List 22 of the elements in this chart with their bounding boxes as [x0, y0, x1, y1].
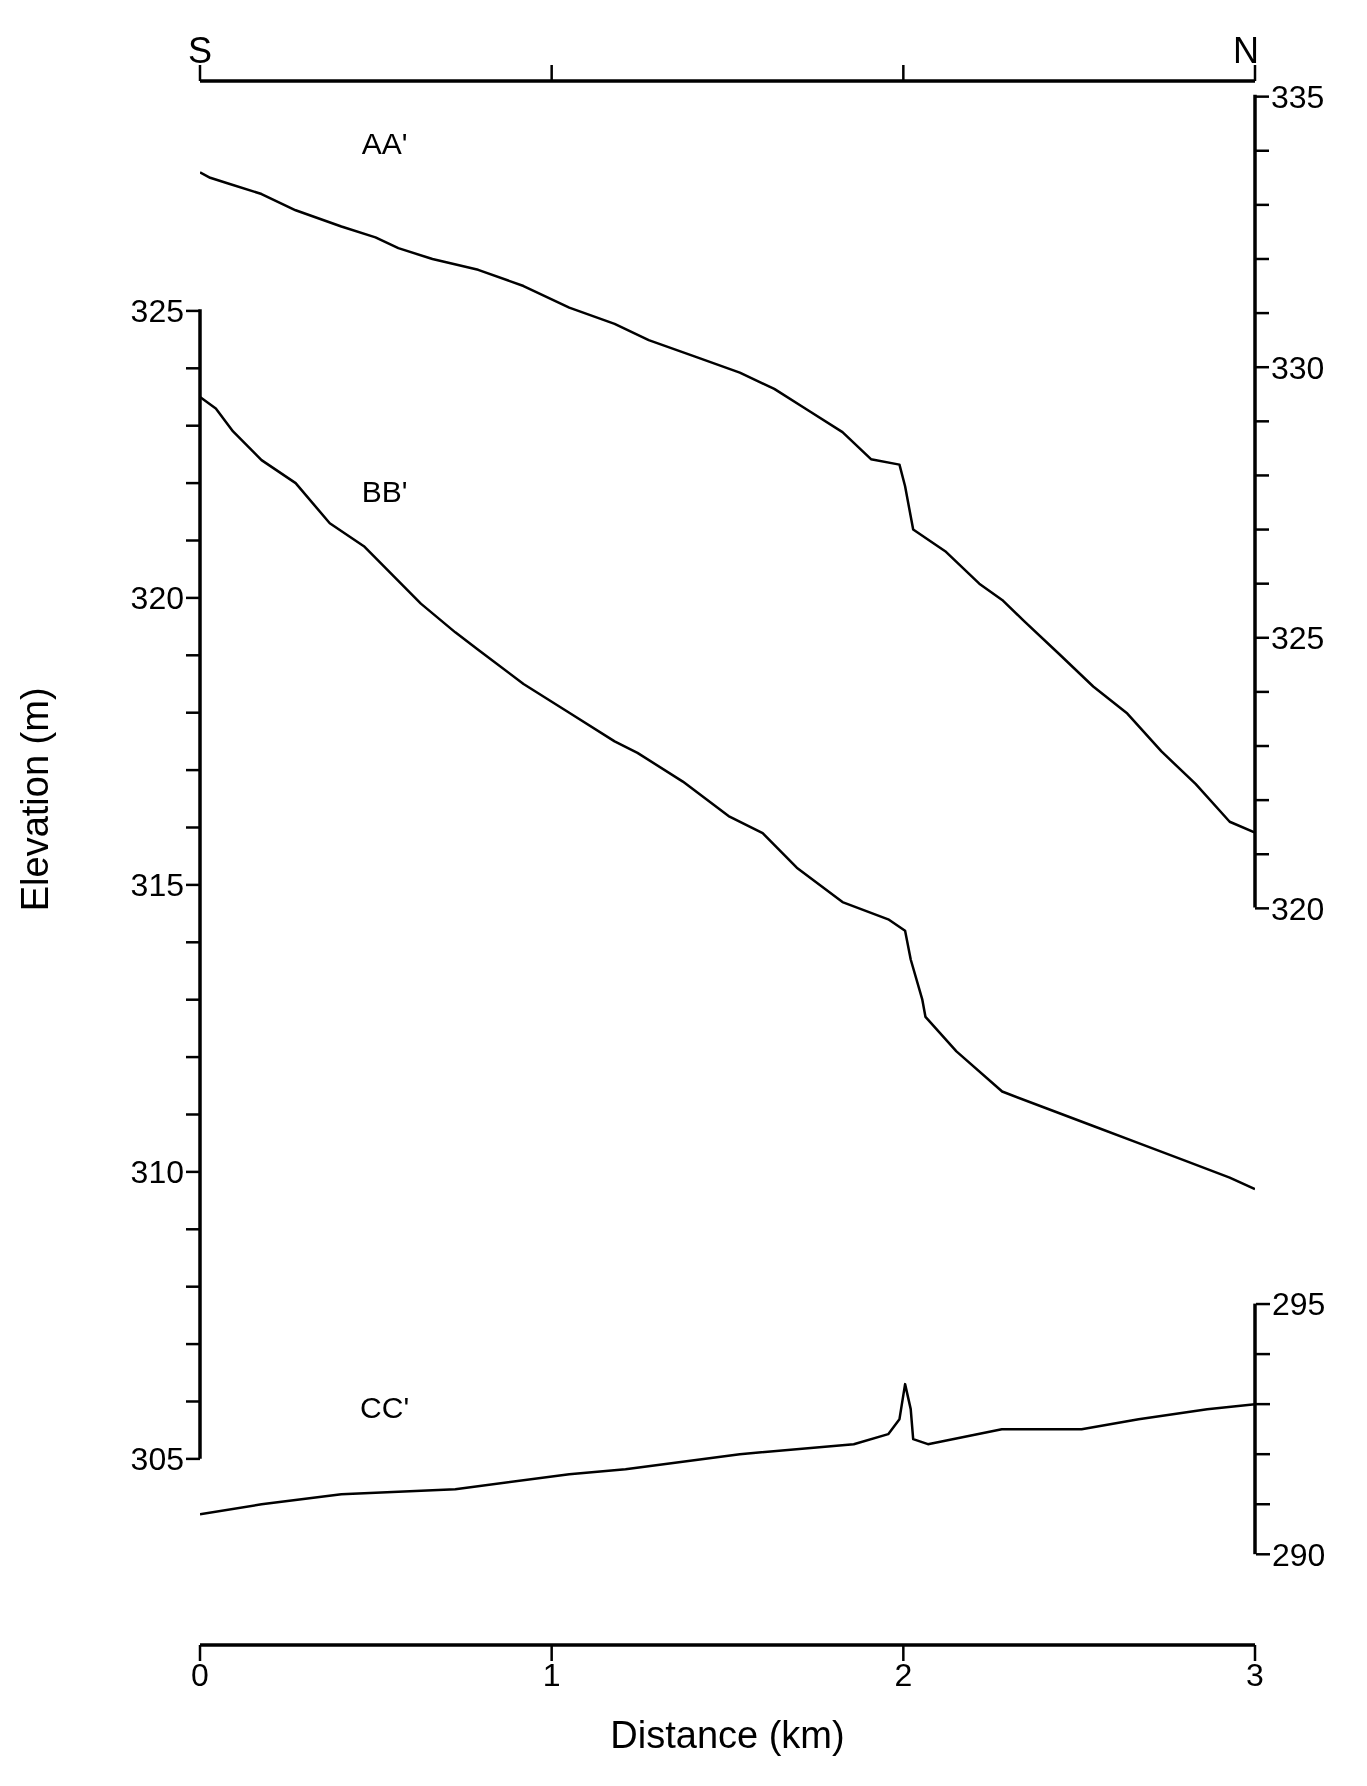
y2-tick-label: 325	[1271, 620, 1325, 657]
text: AA'	[361, 127, 408, 161]
y-axis-title: Elevation (m)	[14, 687, 56, 912]
y-tick-label: 325	[130, 293, 184, 330]
y-tick-label: 310	[130, 1154, 184, 1191]
x-tick-label: 2	[894, 1656, 913, 1693]
text: CC'	[360, 1390, 410, 1424]
y-tick-label: 315	[130, 867, 184, 904]
text: S	[188, 30, 213, 71]
x-axis-title: Distance (km)	[610, 1714, 845, 1756]
text: N	[1233, 30, 1259, 71]
y-tick-label: 320	[130, 580, 184, 617]
series-label: BB'	[361, 474, 408, 508]
x-tick-label: 1	[542, 1656, 561, 1693]
y2-tick-label: 320	[1271, 890, 1325, 927]
y2-tick-label: 330	[1271, 349, 1325, 386]
y3-tick-label: 290	[1272, 1536, 1326, 1573]
x-tick-label: 3	[1246, 1656, 1264, 1693]
y3-tick-label: 295	[1272, 1286, 1326, 1323]
y-tick-label: 305	[130, 1441, 184, 1478]
y2-tick-label: 335	[1271, 79, 1325, 115]
x-tick-label: 0	[191, 1656, 209, 1693]
